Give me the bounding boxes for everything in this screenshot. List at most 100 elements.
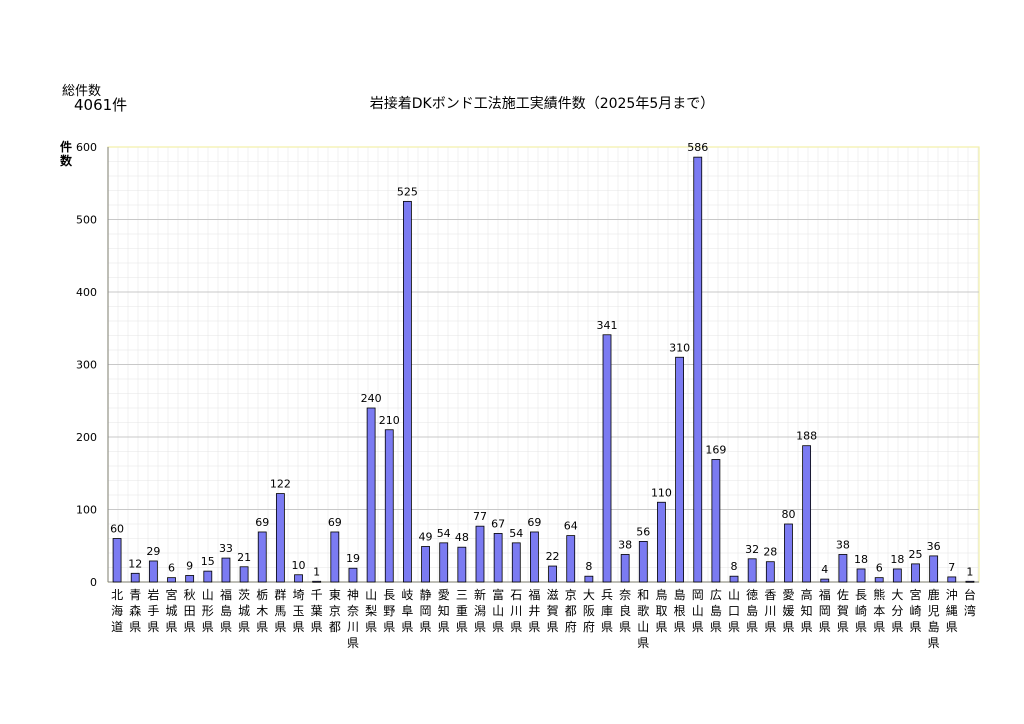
data-label: 110: [651, 486, 672, 499]
bar: [167, 577, 176, 583]
x-tick-label: 神奈川県: [347, 588, 359, 650]
data-label: 19: [346, 552, 360, 565]
x-tick-label: 宮崎県: [909, 587, 921, 634]
x-tick-label: 大阪府: [583, 588, 595, 634]
data-label: 188: [796, 430, 817, 443]
x-tick-label: 三重県: [456, 588, 468, 634]
data-label: 69: [527, 516, 541, 529]
bar: [784, 523, 793, 583]
total-count-label: 総件数: [62, 84, 102, 99]
x-tick-label: 栃木県: [256, 588, 268, 634]
bar: [185, 575, 195, 583]
bar: [257, 531, 267, 583]
data-label: 80: [781, 508, 795, 521]
data-label: 29: [146, 545, 160, 558]
bar: [511, 542, 521, 583]
data-label: 36: [927, 540, 941, 553]
y-tick-label: 100: [76, 504, 97, 517]
x-tick-label: 岩手県: [147, 587, 159, 634]
bar: [366, 407, 376, 583]
data-label: 240: [361, 392, 382, 405]
x-tick-label: 山口県: [728, 588, 740, 634]
x-tick-label: 愛知県: [438, 588, 450, 634]
data-label: 60: [110, 523, 124, 536]
x-tick-label: 宮城県: [166, 587, 178, 634]
bar: [203, 570, 213, 583]
data-label: 48: [455, 531, 469, 544]
x-tick-label: 鹿児島県: [928, 587, 940, 650]
data-label: 341: [597, 319, 618, 332]
x-tick-label: 新潟県: [474, 587, 486, 634]
y-tick-label: 200: [76, 431, 97, 444]
y-axis-label: 件数: [60, 140, 73, 168]
x-tick-label: 山形県: [202, 588, 214, 634]
bar: [874, 577, 884, 583]
data-label: 1: [966, 565, 973, 578]
x-tick-label: 沖縄県: [946, 588, 958, 634]
x-tick-label: 青森県: [129, 588, 141, 634]
x-tick-label: 岐阜県: [401, 588, 413, 634]
bar: [620, 554, 630, 583]
data-label: 210: [379, 414, 400, 427]
bar: [965, 580, 975, 583]
x-tick-label: 岡山県: [692, 588, 704, 634]
bar: [747, 558, 757, 583]
x-tick-label: 北海道: [111, 588, 123, 634]
x-tick-label: 香川県: [764, 588, 776, 634]
x-tick-label: 長崎県: [855, 588, 867, 634]
chart-title: 岩接着DKボンド工法施工実績件数（2025年5月まで）: [369, 96, 715, 112]
y-tick-label: 0: [90, 576, 97, 589]
bar: [638, 541, 648, 583]
bar: [348, 567, 358, 583]
data-label: 38: [836, 538, 850, 551]
bar: [439, 542, 449, 583]
x-tick-label: 島根県: [674, 587, 686, 634]
data-label: 77: [473, 510, 487, 523]
data-label: 6: [876, 562, 883, 575]
x-tick-label: 京都府: [565, 588, 577, 634]
x-tick-label: 石川県: [510, 588, 522, 634]
data-label: 586: [687, 141, 708, 154]
data-label: 1: [313, 565, 320, 578]
x-tick-label: 長野県: [383, 588, 395, 634]
data-label: 69: [328, 516, 342, 529]
bar: [584, 575, 594, 583]
data-label: 18: [854, 553, 868, 566]
x-tick-label: 秋田県: [184, 588, 196, 634]
x-tick-label: 熊本県: [873, 587, 885, 634]
data-label: 28: [763, 546, 777, 559]
data-label: 12: [128, 557, 142, 570]
data-label: 10: [292, 559, 306, 572]
data-label: 525: [397, 185, 418, 198]
data-label: 49: [419, 530, 433, 543]
bar: [729, 575, 739, 583]
data-label: 6: [168, 562, 175, 575]
x-tick-label: 愛媛県: [782, 588, 794, 634]
bar: [130, 572, 140, 583]
x-tick-label: 鳥取県: [655, 587, 667, 634]
data-label: 67: [491, 517, 505, 530]
x-tick-label: 東京都: [329, 588, 341, 634]
data-label: 25: [908, 548, 922, 561]
data-label: 32: [745, 543, 759, 556]
x-tick-label: 山梨県: [365, 588, 377, 634]
bar: [548, 565, 557, 583]
bar: [765, 561, 775, 583]
data-label: 169: [705, 443, 726, 456]
x-tick-label: 和歌山県: [637, 588, 649, 650]
bar: [275, 493, 285, 583]
x-tick-label: 静岡県: [420, 588, 432, 634]
bar: [403, 200, 412, 583]
data-label: 21: [237, 551, 251, 564]
bar: [312, 580, 322, 583]
data-label: 64: [564, 520, 578, 533]
bar: [838, 554, 848, 583]
y-tick-label: 500: [76, 214, 97, 227]
data-label: 22: [546, 550, 560, 563]
y-tick-label: 300: [76, 359, 97, 372]
x-tick-label: 台湾: [964, 587, 976, 618]
data-label: 54: [437, 527, 451, 540]
bar: [675, 356, 684, 583]
data-label: 122: [270, 478, 291, 491]
